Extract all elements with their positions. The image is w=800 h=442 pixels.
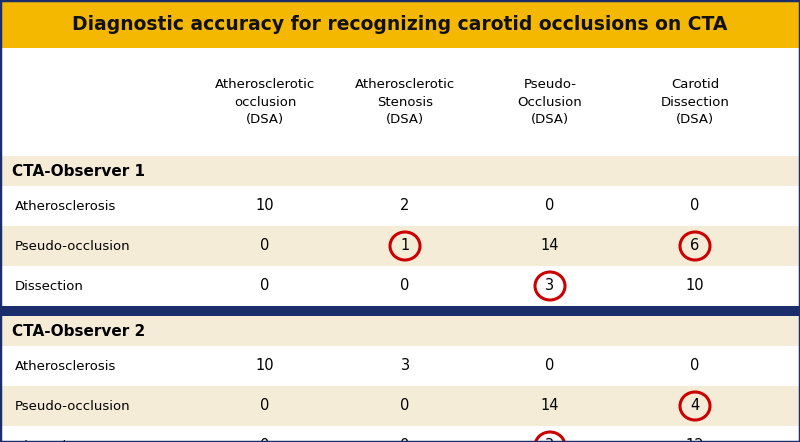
FancyBboxPatch shape (0, 306, 800, 316)
FancyBboxPatch shape (0, 226, 800, 266)
Text: 3: 3 (546, 438, 554, 442)
FancyBboxPatch shape (0, 386, 800, 426)
Text: CTA-Observer 2: CTA-Observer 2 (12, 324, 146, 339)
Text: 14: 14 (541, 399, 559, 414)
FancyBboxPatch shape (0, 48, 800, 156)
Text: Carotid
Dissection
(DSA): Carotid Dissection (DSA) (661, 77, 730, 126)
Text: 14: 14 (541, 239, 559, 254)
Text: 10: 10 (256, 358, 274, 373)
Text: 1: 1 (400, 239, 410, 254)
Text: CTA-Observer 1: CTA-Observer 1 (12, 164, 145, 179)
Text: 4: 4 (690, 399, 700, 414)
FancyBboxPatch shape (0, 346, 800, 386)
Text: 3: 3 (546, 278, 554, 293)
FancyBboxPatch shape (0, 426, 800, 442)
FancyBboxPatch shape (0, 186, 800, 226)
Text: 0: 0 (260, 399, 270, 414)
Text: 0: 0 (260, 239, 270, 254)
Text: 3: 3 (401, 358, 410, 373)
Text: 0: 0 (546, 358, 554, 373)
Text: 0: 0 (546, 198, 554, 213)
FancyBboxPatch shape (0, 0, 800, 48)
Text: 0: 0 (400, 278, 410, 293)
Text: Atherosclerosis: Atherosclerosis (15, 359, 116, 373)
Text: 6: 6 (690, 239, 700, 254)
Text: Atherosclerotic
occlusion
(DSA): Atherosclerotic occlusion (DSA) (215, 77, 315, 126)
FancyBboxPatch shape (0, 156, 800, 186)
Text: 10: 10 (686, 278, 704, 293)
Text: Pseudo-occlusion: Pseudo-occlusion (15, 400, 130, 412)
Text: 0: 0 (260, 278, 270, 293)
Text: Pseudo-
Occlusion
(DSA): Pseudo- Occlusion (DSA) (518, 77, 582, 126)
Text: 2: 2 (400, 198, 410, 213)
Text: Diagnostic accuracy for recognizing carotid occlusions on CTA: Diagnostic accuracy for recognizing caro… (72, 15, 728, 34)
Text: Pseudo-occlusion: Pseudo-occlusion (15, 240, 130, 252)
Text: 0: 0 (400, 399, 410, 414)
FancyBboxPatch shape (0, 266, 800, 306)
Text: 0: 0 (690, 198, 700, 213)
Text: 10: 10 (256, 198, 274, 213)
Text: 0: 0 (260, 438, 270, 442)
Text: Dissection: Dissection (15, 279, 84, 293)
Text: Atherosclerosis: Atherosclerosis (15, 199, 116, 213)
Text: Atherosclerotic
Stenosis
(DSA): Atherosclerotic Stenosis (DSA) (355, 77, 455, 126)
Text: 12: 12 (686, 438, 704, 442)
Text: 0: 0 (400, 438, 410, 442)
Text: 0: 0 (690, 358, 700, 373)
Text: Dissection: Dissection (15, 439, 84, 442)
FancyBboxPatch shape (0, 316, 800, 346)
